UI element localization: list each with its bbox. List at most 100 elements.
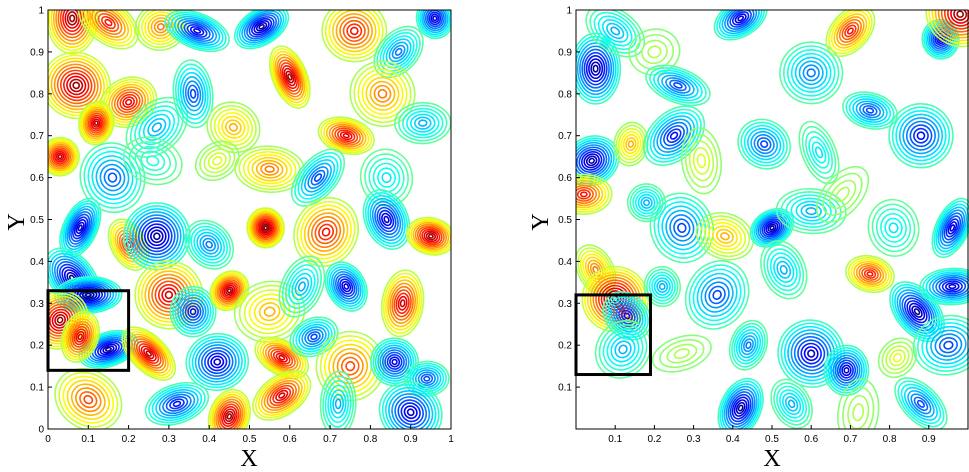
contour-ring: [243, 12, 280, 42]
contour-ring: [843, 367, 850, 374]
contour-ring: [339, 16, 370, 46]
contour-ring: [295, 321, 333, 353]
contour-ring: [328, 10, 381, 56]
contour-ring: [737, 404, 744, 412]
contour-ring: [262, 342, 302, 373]
contour-ring: [172, 400, 182, 408]
contour-ring: [406, 362, 447, 395]
contour-ring: [66, 75, 87, 96]
y-tick-label: 0.7: [30, 131, 44, 142]
contour-ring: [53, 63, 99, 108]
contour-ring: [203, 148, 232, 174]
contour-ring: [830, 10, 870, 52]
contour-ring: [182, 299, 204, 324]
contour-ring: [953, 10, 968, 21]
contour-ring: [576, 182, 601, 207]
contour-ring: [243, 289, 296, 335]
contour-ring: [219, 280, 239, 301]
contour-ring: [729, 393, 752, 423]
contour-ring: [62, 313, 99, 361]
y-tick-label: 0.9: [558, 47, 572, 58]
contour-ring: [412, 221, 450, 251]
contour-ring: [211, 272, 248, 310]
contour-ring: [836, 16, 865, 46]
contour-ring: [58, 371, 119, 428]
contour-ring: [753, 134, 775, 155]
x-tick-label: 0.6: [283, 434, 297, 445]
contour-ring: [937, 206, 968, 250]
contour-ring: [272, 50, 308, 104]
contour-ring: [610, 299, 644, 333]
contour-ring: [397, 399, 424, 426]
contour-ring: [659, 339, 705, 369]
contour-ring: [193, 228, 226, 261]
contour-ring: [790, 52, 832, 93]
contour-ring: [107, 172, 118, 183]
contour-ring: [421, 228, 441, 244]
contour-ring: [737, 118, 792, 170]
contour-ring: [68, 320, 93, 353]
contour-ring: [323, 120, 370, 152]
contour-ring: [620, 309, 634, 322]
contour-ring: [381, 172, 392, 184]
contour-ring: [777, 319, 846, 388]
contour-ring: [391, 285, 414, 321]
contour-ring: [62, 10, 83, 32]
contour-ring: [755, 213, 789, 243]
contour-ring: [213, 358, 222, 366]
contour-ring: [279, 62, 300, 92]
contour-ring: [194, 140, 240, 182]
contour-ring: [56, 316, 64, 324]
contour-ring: [716, 228, 734, 244]
contour-ring: [589, 262, 602, 277]
x-tick-label: 0.2: [647, 434, 661, 445]
contour-ring: [909, 124, 933, 148]
contour-ring: [916, 399, 925, 408]
contour-ring: [696, 272, 738, 317]
contour-ring: [651, 334, 712, 373]
contour-ring: [238, 284, 301, 339]
contour-ring: [925, 271, 969, 302]
contour-ring: [793, 336, 829, 372]
contour-ring: [629, 185, 664, 220]
contour-ring: [932, 274, 969, 299]
contour-ring: [321, 227, 331, 237]
contour-ring: [428, 11, 442, 26]
x-tick-label: 0.1: [81, 434, 95, 445]
contour-ring: [326, 263, 366, 310]
contour-ring: [414, 223, 447, 249]
contour-ring: [212, 156, 223, 166]
contour-ring: [371, 200, 402, 239]
contour-ring: [376, 28, 421, 75]
contour-ring: [75, 221, 85, 235]
contour-ring: [374, 203, 399, 236]
contour-ring: [906, 300, 928, 324]
contour-ring: [48, 141, 75, 172]
contour-ring: [858, 265, 882, 283]
contour-ring: [576, 141, 613, 180]
contour-ring: [576, 173, 613, 216]
contour-ring: [272, 350, 291, 365]
contour-ring: [144, 223, 170, 250]
contour-ring: [761, 218, 783, 238]
contour-ring: [738, 332, 759, 359]
contour-ring: [393, 289, 412, 318]
contour-ring: [381, 383, 440, 429]
contour-ring: [69, 323, 91, 351]
contour-ring: [807, 349, 816, 358]
y-tick-label: 0: [38, 425, 44, 436]
contour-ring: [397, 295, 408, 311]
contour-ring: [425, 232, 437, 241]
contour-ring: [925, 325, 969, 365]
contour-ring: [576, 189, 591, 200]
contour-ring: [908, 302, 926, 321]
contour-ring: [91, 155, 134, 201]
contour-ring: [588, 58, 604, 80]
y-tick-label: 1: [38, 6, 44, 17]
contour-ring: [334, 127, 359, 144]
contour-ring: [177, 67, 209, 120]
contour-ring: [225, 286, 234, 296]
x-tick-label: 0.8: [883, 434, 897, 445]
contour-ring: [138, 343, 160, 365]
contour-ring: [885, 345, 910, 371]
